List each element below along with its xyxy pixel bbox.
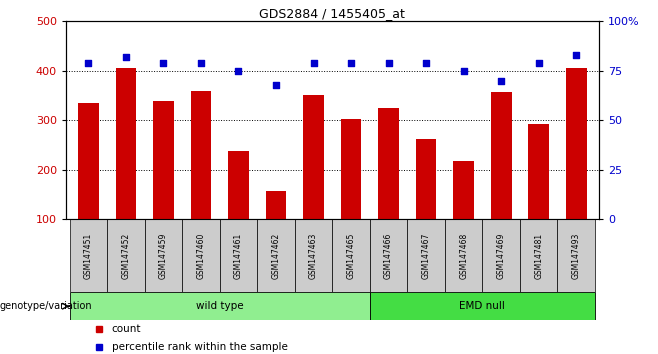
- Text: wild type: wild type: [196, 301, 243, 311]
- Point: [233, 68, 243, 74]
- Point: [195, 60, 206, 66]
- Bar: [528, 124, 549, 219]
- Bar: [378, 108, 399, 219]
- Bar: [491, 92, 511, 219]
- Title: GDS2884 / 1455405_at: GDS2884 / 1455405_at: [259, 7, 405, 20]
- Text: count: count: [112, 324, 141, 334]
- Text: GSM147465: GSM147465: [347, 233, 355, 279]
- Text: GSM147469: GSM147469: [497, 233, 506, 279]
- Bar: [520, 219, 557, 292]
- Bar: [303, 95, 324, 219]
- Point: [308, 60, 318, 66]
- Text: GSM147460: GSM147460: [197, 233, 205, 279]
- Bar: [370, 219, 407, 292]
- Text: genotype/variation: genotype/variation: [0, 301, 93, 311]
- Text: GSM147481: GSM147481: [534, 233, 544, 279]
- Bar: [228, 151, 249, 219]
- Bar: [70, 292, 370, 320]
- Point: [346, 60, 357, 66]
- Point: [571, 52, 582, 58]
- Bar: [332, 219, 370, 292]
- Bar: [257, 219, 295, 292]
- Bar: [445, 219, 482, 292]
- Point: [384, 60, 394, 66]
- Text: GSM147452: GSM147452: [121, 233, 130, 279]
- Point: [534, 60, 544, 66]
- Text: percentile rank within the sample: percentile rank within the sample: [112, 342, 288, 352]
- Text: GSM147467: GSM147467: [422, 233, 430, 279]
- Text: GSM147451: GSM147451: [84, 233, 93, 279]
- Text: GSM147462: GSM147462: [272, 233, 280, 279]
- Bar: [116, 68, 136, 219]
- Point: [459, 68, 469, 74]
- Bar: [295, 219, 332, 292]
- Text: EMD null: EMD null: [459, 301, 505, 311]
- Bar: [341, 119, 361, 219]
- Bar: [416, 139, 436, 219]
- Text: GSM147463: GSM147463: [309, 233, 318, 279]
- Bar: [153, 101, 174, 219]
- Text: GSM147468: GSM147468: [459, 233, 468, 279]
- Text: GSM147459: GSM147459: [159, 233, 168, 279]
- Bar: [482, 219, 520, 292]
- Text: GSM147461: GSM147461: [234, 233, 243, 279]
- Bar: [70, 219, 107, 292]
- Bar: [78, 103, 99, 219]
- Bar: [407, 219, 445, 292]
- Point: [496, 78, 507, 84]
- Bar: [220, 219, 257, 292]
- Bar: [370, 292, 595, 320]
- Point: [421, 60, 432, 66]
- Point: [270, 82, 281, 87]
- Point: [158, 60, 168, 66]
- Bar: [191, 91, 211, 219]
- Bar: [566, 68, 586, 219]
- Text: GSM147493: GSM147493: [572, 233, 581, 279]
- Bar: [107, 219, 145, 292]
- Bar: [182, 219, 220, 292]
- Text: GSM147466: GSM147466: [384, 233, 393, 279]
- Bar: [557, 219, 595, 292]
- Bar: [145, 219, 182, 292]
- Point: [120, 54, 131, 60]
- Point: [83, 60, 93, 66]
- Bar: [453, 161, 474, 219]
- Bar: [266, 191, 286, 219]
